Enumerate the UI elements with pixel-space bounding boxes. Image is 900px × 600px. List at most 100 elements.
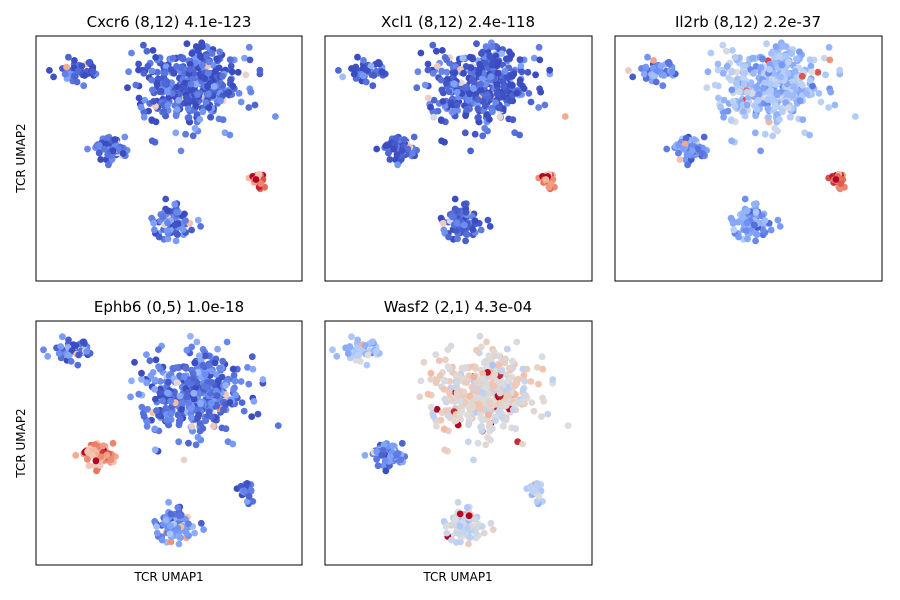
data-point xyxy=(757,147,764,155)
data-point xyxy=(180,456,188,464)
data-point xyxy=(629,73,637,81)
data-point xyxy=(432,379,440,387)
data-point xyxy=(432,351,440,358)
data-point xyxy=(352,63,360,71)
data-point xyxy=(808,68,816,76)
data-point xyxy=(185,439,192,447)
data-point xyxy=(682,156,690,164)
data-point xyxy=(223,338,231,346)
data-point xyxy=(138,369,145,377)
data-point xyxy=(490,382,498,390)
data-point xyxy=(530,407,538,415)
data-point xyxy=(437,76,445,84)
data-point xyxy=(684,161,691,169)
data-point xyxy=(742,63,749,70)
data-point xyxy=(240,487,248,495)
data-point xyxy=(229,82,237,90)
data-point xyxy=(825,43,833,51)
data-point xyxy=(164,219,171,227)
data-point xyxy=(720,96,728,104)
data-point xyxy=(546,66,554,74)
data-point xyxy=(542,176,550,183)
data-point xyxy=(216,364,223,372)
data-point xyxy=(169,54,177,62)
data-point xyxy=(772,102,779,110)
data-point xyxy=(246,56,254,64)
data-point xyxy=(187,332,194,340)
data-point xyxy=(463,106,471,113)
data-point xyxy=(429,70,437,77)
data-point xyxy=(153,407,160,414)
data-point xyxy=(148,67,156,75)
data-point xyxy=(785,58,792,66)
data-point xyxy=(727,76,735,84)
data-point xyxy=(659,82,667,90)
data-point xyxy=(439,98,447,105)
data-point xyxy=(245,493,253,500)
data-point xyxy=(751,221,758,229)
data-point xyxy=(200,382,208,390)
data-point xyxy=(242,71,250,79)
data-point xyxy=(135,390,143,398)
data-point xyxy=(194,91,202,98)
data-point xyxy=(392,156,400,164)
data-point xyxy=(199,108,207,116)
data-point xyxy=(448,536,455,544)
data-point xyxy=(438,67,446,75)
data-point xyxy=(769,132,777,140)
data-point xyxy=(339,73,347,81)
data-point xyxy=(723,47,730,55)
data-point xyxy=(530,487,538,495)
data-point xyxy=(477,226,485,234)
data-point xyxy=(625,67,632,74)
data-point xyxy=(162,63,170,70)
data-point xyxy=(103,451,111,459)
data-point xyxy=(690,136,698,143)
data-point xyxy=(760,84,767,92)
data-point xyxy=(176,392,184,400)
data-point xyxy=(831,101,839,109)
data-point xyxy=(682,134,690,142)
data-point xyxy=(187,80,195,88)
data-point xyxy=(135,66,142,74)
data-point xyxy=(172,237,180,245)
data-point xyxy=(455,372,462,380)
data-point xyxy=(159,397,167,405)
data-point xyxy=(416,393,424,401)
data-point xyxy=(173,209,181,216)
data-point xyxy=(478,75,486,82)
data-point xyxy=(777,73,785,81)
data-point xyxy=(174,504,182,511)
data-point xyxy=(796,48,803,56)
data-point xyxy=(482,102,489,110)
data-point xyxy=(660,72,668,79)
data-point xyxy=(80,82,88,90)
data-point xyxy=(111,136,119,143)
data-point xyxy=(477,405,485,412)
data-point xyxy=(378,68,386,76)
data-point xyxy=(457,538,464,546)
data-point xyxy=(502,55,510,63)
data-point xyxy=(440,226,448,234)
data-point xyxy=(486,400,494,408)
data-point xyxy=(148,76,156,84)
data-point xyxy=(728,86,736,94)
data-point xyxy=(430,113,437,121)
data-point xyxy=(99,442,107,450)
data-point xyxy=(806,56,814,64)
data-point xyxy=(779,108,786,116)
data-point xyxy=(380,441,388,448)
data-point xyxy=(759,55,766,63)
data-point xyxy=(743,219,751,227)
data-point xyxy=(476,332,484,340)
data-point xyxy=(196,116,204,123)
panel-wasf2: Wasf2 (2,1) 4.3e-04 TCR UMAP1 xyxy=(324,298,593,584)
data-point xyxy=(164,378,172,386)
data-point xyxy=(749,54,757,62)
data-point xyxy=(227,76,234,84)
data-point xyxy=(424,390,432,398)
data-point xyxy=(727,116,735,124)
data-point xyxy=(453,219,461,227)
data-point xyxy=(477,80,484,88)
panel-xcl1: Xcl1 (8,12) 2.4e-118 xyxy=(324,13,593,282)
